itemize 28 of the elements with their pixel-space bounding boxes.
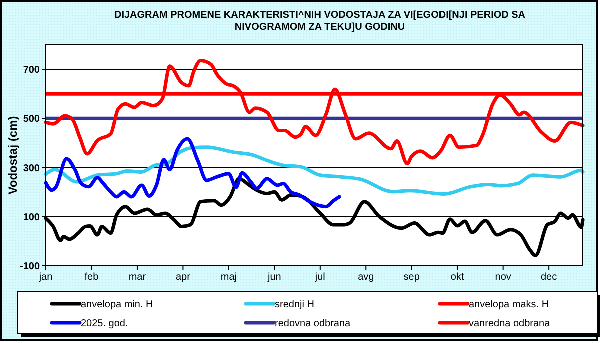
y-tick-label: 500 <box>23 114 40 126</box>
legend-label: vanredna odbrana <box>469 318 551 330</box>
x-tick-label: jun <box>266 272 282 283</box>
x-tick-label: mar <box>128 272 147 283</box>
x-tick-label: sep <box>404 272 420 283</box>
legend-label: 2025. god. <box>81 318 128 330</box>
y-tick-label: 700 <box>23 65 40 76</box>
x-tick-label: dec <box>541 272 558 283</box>
x-tick-label: jan <box>38 272 53 283</box>
line-series <box>44 146 585 196</box>
x-tick-label: nov <box>495 272 512 283</box>
line-series <box>44 58 585 166</box>
line-series <box>44 137 342 209</box>
x-tick-label: okt <box>450 272 464 283</box>
y-tick-label: 300 <box>23 163 40 174</box>
legend-label: srednji H <box>275 300 314 310</box>
y-axis-title: Vodostaj (cm) <box>6 116 20 195</box>
x-tick-label: apr <box>176 272 192 283</box>
x-tick-label: jul <box>314 272 326 283</box>
legend-label: anvelopa maks. H <box>469 300 550 310</box>
legend-label: anvelopa min. H <box>81 300 154 310</box>
legend-label: redovna odbrana <box>275 318 352 330</box>
y-tick-label: -100 <box>20 262 40 272</box>
y-tick-label: 100 <box>23 212 40 224</box>
x-tick-label: maj <box>220 272 237 283</box>
x-tick-label: feb <box>84 272 100 283</box>
x-tick-label: avg <box>358 272 374 283</box>
chart-title: DIJAGRAM PROMENE KARAKTERISTI^NIH VODOSTAJA ZA VI[EGODI[NJI PERIOD SA NIVOGRAMOM ZA TEKU]U GODINU <box>114 10 526 33</box>
